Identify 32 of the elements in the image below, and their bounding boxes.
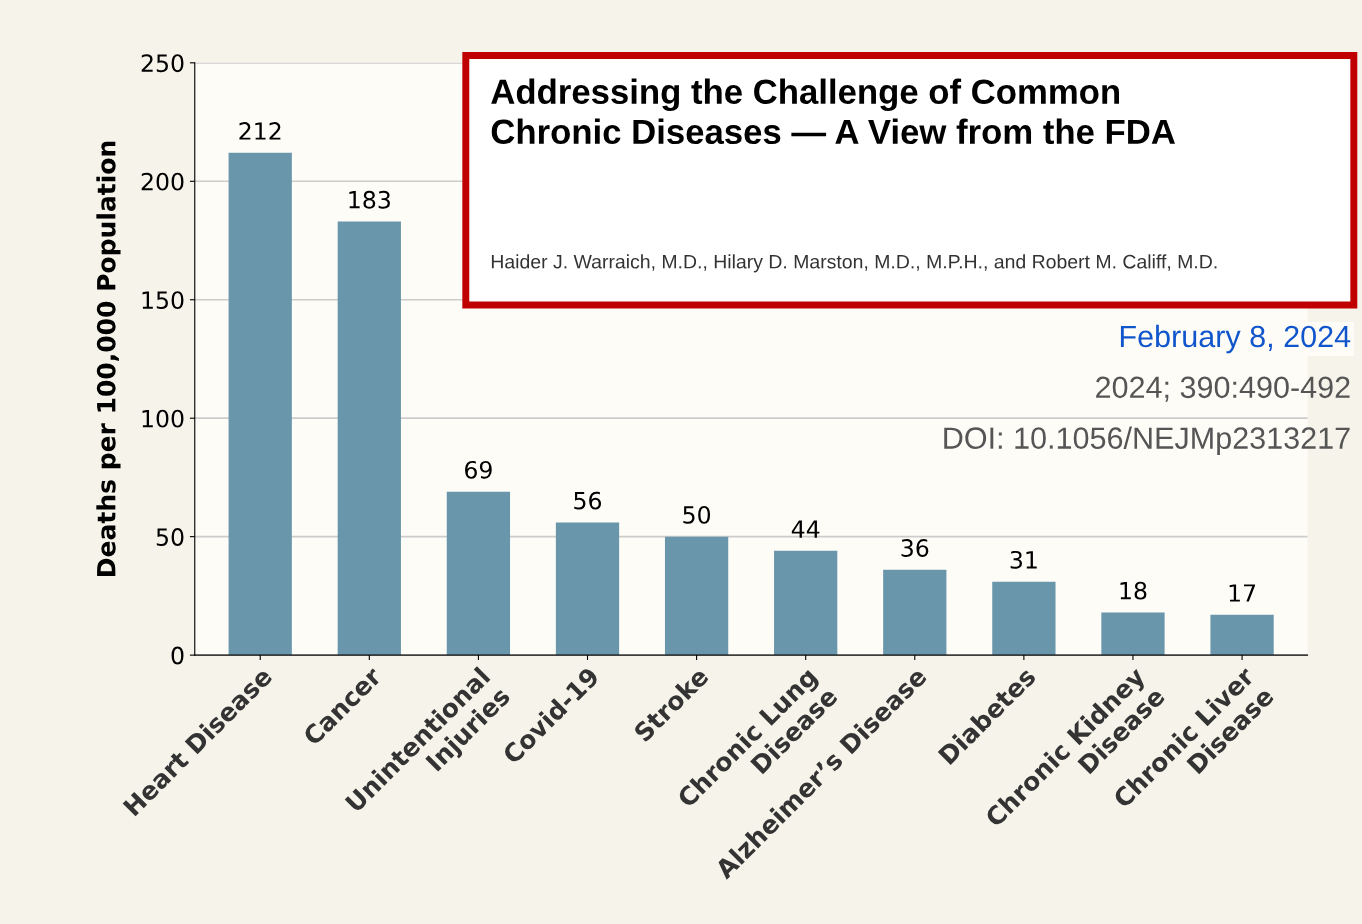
y-tick-label: 0 — [171, 646, 184, 665]
bar — [883, 569, 947, 656]
y-tick-label: 50 — [156, 528, 184, 546]
data-label: 212 — [239, 122, 281, 140]
y-tick-label: 200 — [141, 172, 184, 191]
data-label: 31 — [1010, 550, 1037, 569]
y-tick-label: 150 — [142, 291, 184, 310]
y-tick-label: 100 — [142, 409, 184, 428]
bar — [1101, 612, 1165, 656]
data-label: 44 — [791, 520, 820, 538]
bar — [664, 536, 729, 656]
bar — [555, 522, 620, 656]
data-label: 50 — [683, 505, 711, 524]
data-label: 36 — [901, 539, 929, 557]
data-label: 183 — [349, 190, 390, 209]
data-label: 69 — [465, 460, 492, 479]
annotation: DOI: 10.1056/NEJMp2313217 — [944, 426, 1350, 455]
annotation: February 8, 2024 — [1120, 324, 1351, 354]
bar — [228, 152, 292, 656]
bar — [337, 221, 401, 656]
bar — [992, 581, 1056, 656]
text: Haider J. Warraich, M.D., Hilary D. Marston, M.D., M.P.H., and Robert M. Califf, M.D. — [491, 254, 1217, 273]
bar — [446, 491, 511, 656]
bar — [1210, 614, 1274, 656]
y-axis-title: Deaths per 100,000 Population — [96, 141, 121, 576]
annotation: 2024; 390:490-492 — [1096, 376, 1350, 402]
data-label: 18 — [1120, 581, 1147, 600]
data-label: 56 — [574, 491, 602, 510]
text: Addressing the Challenge of Common Chronic Diseases — A View from the FDA — [491, 78, 1176, 145]
data-label: 17 — [1229, 584, 1256, 602]
bar — [774, 550, 838, 656]
y-tick-label: 250 — [141, 54, 184, 73]
